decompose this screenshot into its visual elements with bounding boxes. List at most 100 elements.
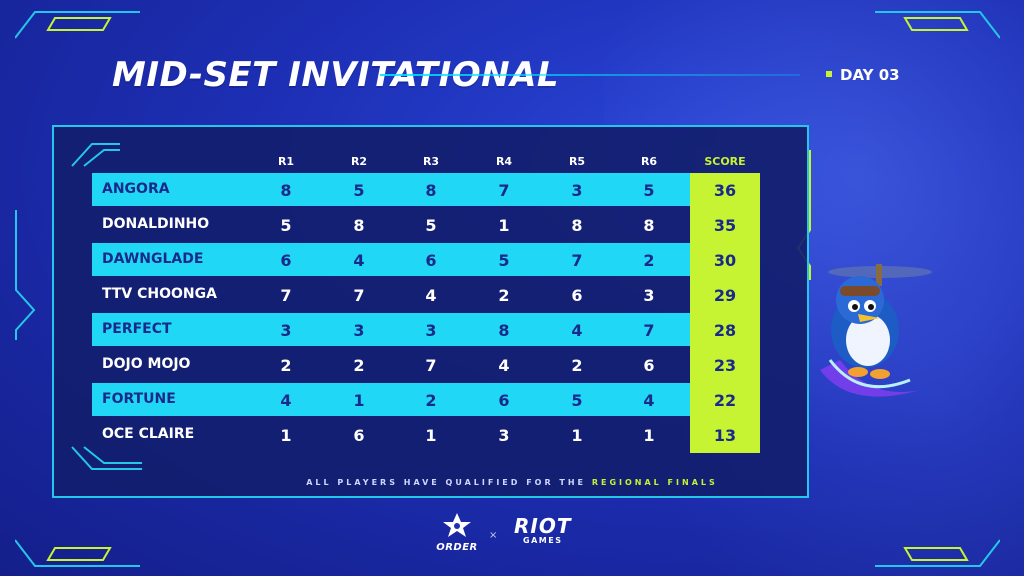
- total-score: 28: [713, 321, 737, 340]
- round-2-points: 3: [353, 321, 365, 340]
- player-name: PERFECT: [102, 321, 172, 337]
- round-6-points: 4: [643, 391, 655, 410]
- round-3-points: 3: [425, 321, 437, 340]
- round-5-points: 3: [571, 181, 583, 200]
- total-score: 23: [713, 356, 737, 375]
- total-score: 13: [713, 426, 737, 445]
- round-3-points: 2: [425, 391, 437, 410]
- corner-decoration-top-left: [15, 11, 140, 39]
- round-6-points: 6: [643, 356, 655, 375]
- column-header-r1: R1: [277, 155, 295, 168]
- round-5-points: 4: [571, 321, 583, 340]
- total-score: 30: [713, 251, 737, 270]
- riot-logo-line1: RIOT: [514, 514, 572, 538]
- round-2-points: 2: [353, 356, 365, 375]
- table-row: FORTUNE 4 1 2 6 5 4: [92, 383, 690, 416]
- title-underline: [380, 74, 800, 76]
- round-3-points: 7: [425, 356, 437, 375]
- day-text: DAY 03: [840, 66, 900, 84]
- round-1-points: 5: [280, 216, 292, 235]
- round-6-points: 8: [643, 216, 655, 235]
- table-row: DOJO MOJO 2 2 7 4 2 6: [92, 348, 690, 381]
- round-5-points: 7: [571, 251, 583, 270]
- order-logo: ORDER: [432, 512, 482, 553]
- total-score: 36: [713, 181, 737, 200]
- round-6-points: 2: [643, 251, 655, 270]
- qualification-note: ALL PLAYERS HAVE QUALIFIED FOR THE REGIO…: [0, 478, 1024, 487]
- round-4-points: 2: [498, 286, 510, 305]
- round-2-points: 7: [353, 286, 365, 305]
- total-score: 22: [713, 391, 737, 410]
- side-chevron-left: [15, 210, 36, 340]
- sponsor-logos: ORDER × RIOT GAMES: [0, 512, 1024, 562]
- round-2-points: 4: [353, 251, 365, 270]
- round-3-points: 8: [425, 181, 437, 200]
- round-1-points: 6: [280, 251, 292, 270]
- table-header: R1 R2 R3 R4 R5 R6 SCORE: [0, 155, 1024, 169]
- player-name: TTV CHOONGA: [102, 286, 217, 302]
- round-4-points: 1: [498, 216, 510, 235]
- player-name: DAWNGLADE: [102, 251, 204, 267]
- player-name: DONALDINHO: [102, 216, 210, 232]
- round-1-points: 3: [280, 321, 292, 340]
- round-5-points: 6: [571, 286, 583, 305]
- qualification-note-text: ALL PLAYERS HAVE QUALIFIED FOR THE: [306, 478, 592, 487]
- column-header-r2: R2: [350, 155, 368, 168]
- round-4-points: 6: [498, 391, 510, 410]
- order-star-icon: [443, 513, 471, 537]
- corner-decoration-bottom-left: [15, 539, 140, 567]
- total-score: 29: [713, 286, 737, 305]
- player-name: DOJO MOJO: [102, 356, 191, 372]
- score-column-highlight: [690, 173, 760, 453]
- round-2-points: 5: [353, 181, 365, 200]
- order-logo-text: ORDER: [436, 542, 478, 553]
- round-2-points: 6: [353, 426, 365, 445]
- day-label: DAY 03: [826, 66, 900, 84]
- total-score: 35: [713, 216, 737, 235]
- round-4-points: 7: [498, 181, 510, 200]
- round-5-points: 8: [571, 216, 583, 235]
- table-row: DAWNGLADE 6 4 6 5 7 2: [92, 243, 690, 276]
- round-6-points: 7: [643, 321, 655, 340]
- round-1-points: 7: [280, 286, 292, 305]
- round-4-points: 5: [498, 251, 510, 270]
- round-6-points: 1: [643, 426, 655, 445]
- round-3-points: 5: [425, 216, 437, 235]
- corner-decoration-top-right: [875, 11, 1000, 39]
- round-3-points: 6: [425, 251, 437, 270]
- round-5-points: 5: [571, 391, 583, 410]
- table-row: DONALDINHO 5 8 5 1 8 8: [92, 208, 690, 241]
- table-row: TTV CHOONGA 7 7 4 2 6 3: [92, 278, 690, 311]
- riot-logo-line2: GAMES: [523, 536, 563, 545]
- corner-decoration-bottom-right: [875, 539, 1000, 567]
- round-6-points: 3: [643, 286, 655, 305]
- column-header-r4: R4: [495, 155, 513, 168]
- logo-separator: ×: [489, 530, 498, 541]
- table-row: ANGORA 8 5 8 7 3 5: [92, 173, 690, 206]
- round-1-points: 2: [280, 356, 292, 375]
- column-header-r3: R3: [422, 155, 440, 168]
- round-1-points: 4: [280, 391, 292, 410]
- table-row: PERFECT 3 3 3 8 4 7: [92, 313, 690, 346]
- riot-games-logo: RIOT GAMES: [514, 516, 572, 545]
- round-3-points: 1: [425, 426, 437, 445]
- column-header-score: SCORE: [704, 155, 746, 168]
- column-header-r6: R6: [640, 155, 658, 168]
- column-header-r5: R5: [568, 155, 586, 168]
- round-2-points: 1: [353, 391, 365, 410]
- table-row: OCE CLAIRE 1 6 1 3 1 1: [92, 418, 690, 451]
- player-name: FORTUNE: [102, 391, 176, 407]
- round-1-points: 8: [280, 181, 292, 200]
- round-5-points: 1: [571, 426, 583, 445]
- round-6-points: 5: [643, 181, 655, 200]
- pengu-mascot-image: [820, 264, 932, 397]
- round-3-points: 4: [425, 286, 437, 305]
- round-4-points: 4: [498, 356, 510, 375]
- qualification-note-highlight: REGIONAL FINALS: [591, 478, 718, 487]
- round-2-points: 8: [353, 216, 365, 235]
- player-name: OCE CLAIRE: [102, 426, 195, 442]
- round-4-points: 3: [498, 426, 510, 445]
- panel-stripes-top-icon: [71, 143, 120, 167]
- round-4-points: 8: [498, 321, 510, 340]
- player-name: ANGORA: [102, 181, 170, 197]
